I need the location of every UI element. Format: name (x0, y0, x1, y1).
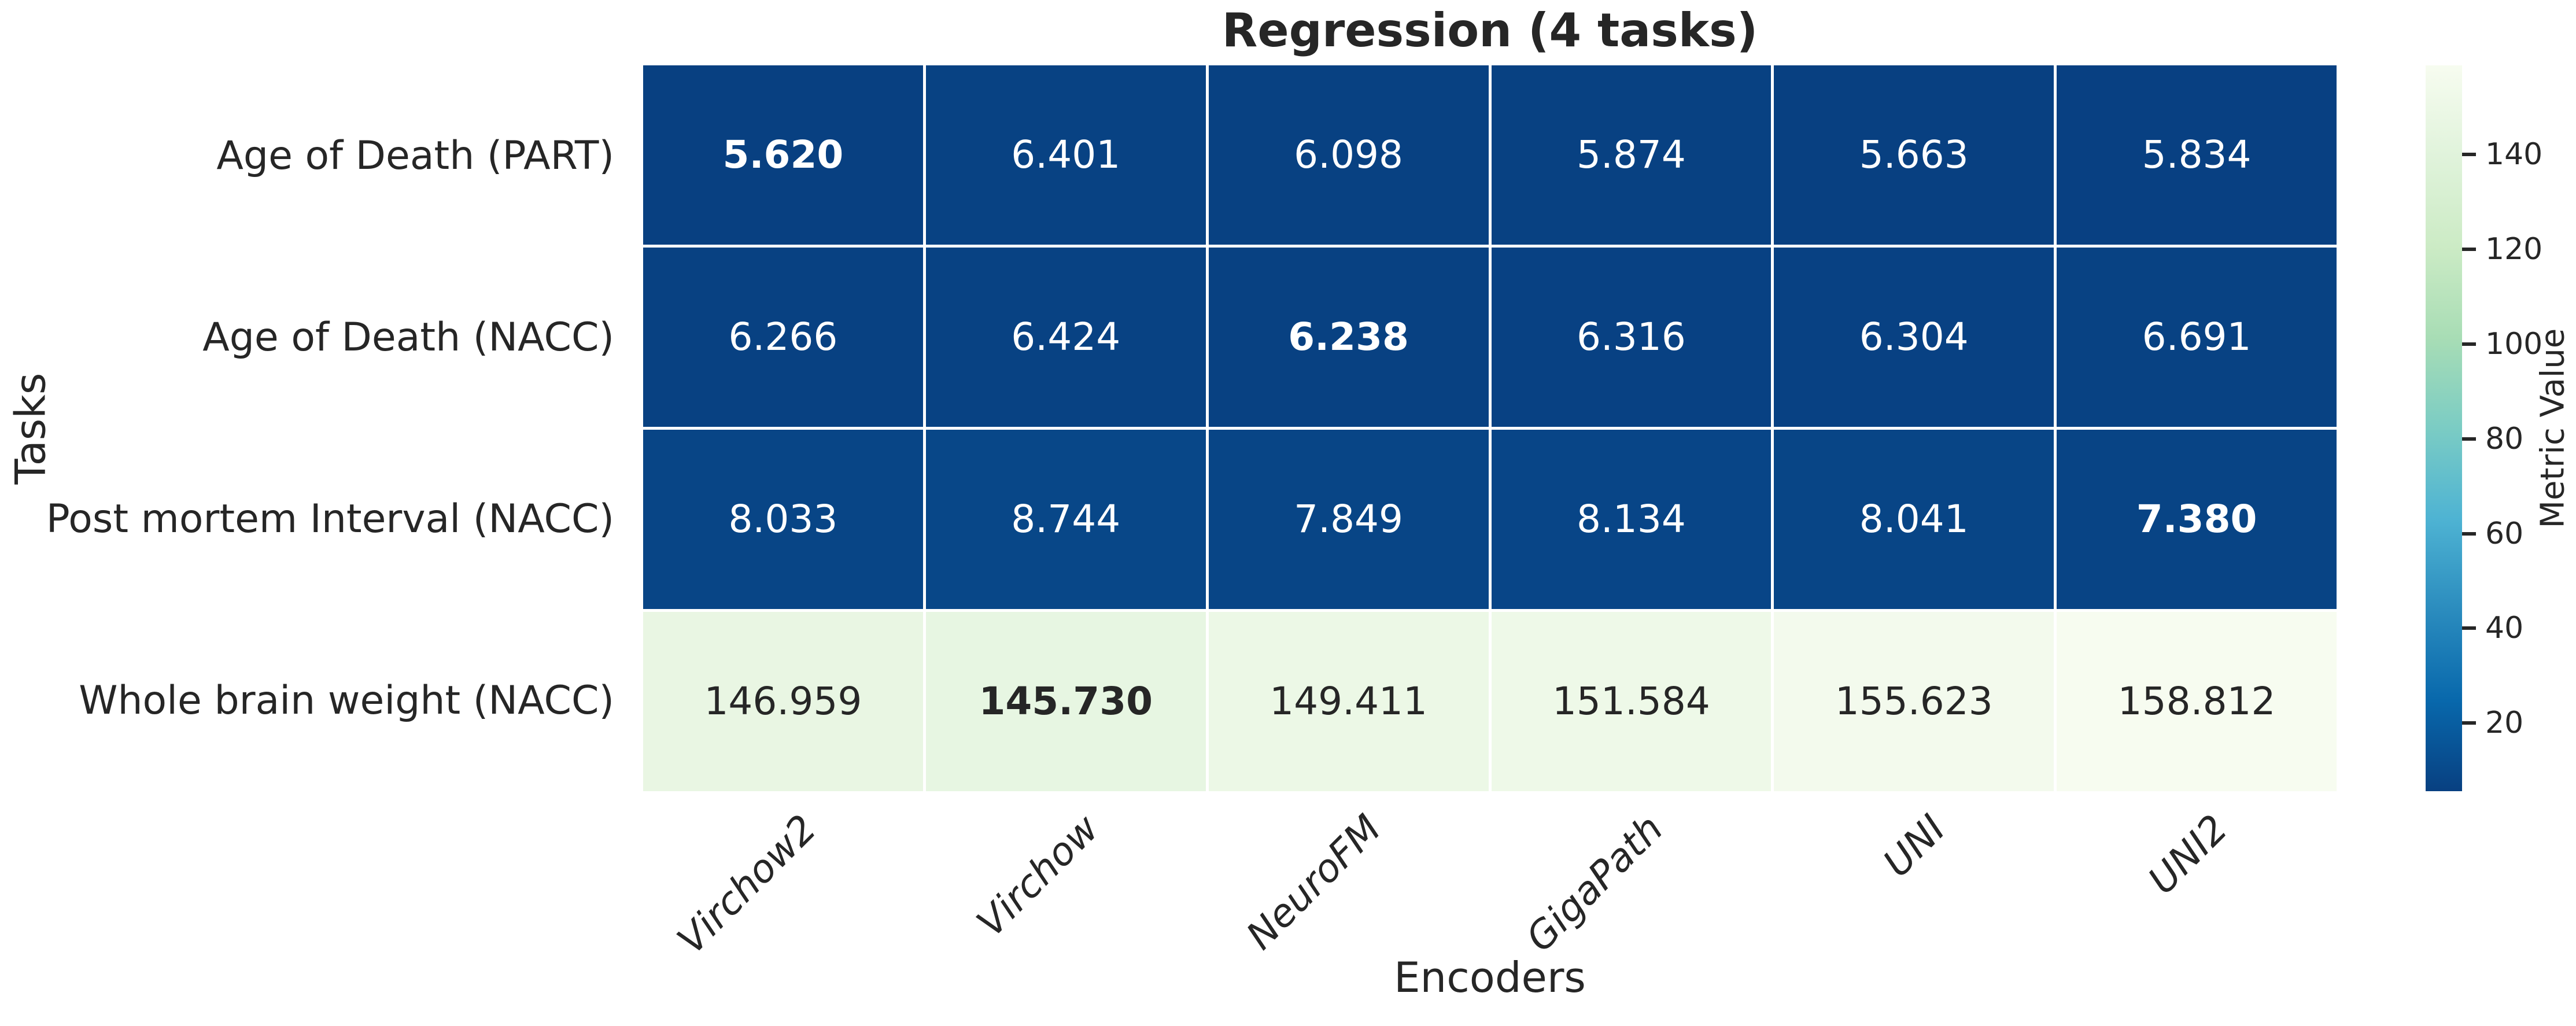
colorbar-tick-label: 20 (2485, 706, 2524, 741)
colorbar-tick-label: 140 (2485, 137, 2543, 172)
heatmap-cell: 6.401 (925, 65, 1206, 245)
heatmap-cell: 5.834 (2057, 65, 2337, 245)
colorbar-tick-mark (2462, 721, 2476, 725)
y-tick-label: Post mortem Interval (NACC) (46, 496, 614, 542)
colorbar-tick-label: 120 (2485, 231, 2543, 267)
heatmap-cell: 155.623 (1774, 612, 2054, 791)
colorbar-tick: 100 (2462, 329, 2542, 359)
heatmap-cell: 7.380 (2057, 430, 2337, 609)
x-tick-label: Virchow2 (669, 806, 825, 963)
colorbar-label-wrap: Metric Value (2530, 65, 2576, 791)
colorbar-tick-label: 80 (2485, 421, 2524, 456)
heatmap-cell: 6.304 (1774, 248, 2054, 427)
colorbar-tick-mark (2462, 626, 2476, 630)
colorbar-tick-mark (2462, 153, 2476, 157)
heatmap-cell: 145.730 (925, 612, 1206, 791)
y-tick-label: Whole brain weight (NACC) (79, 677, 614, 724)
colorbar-tick: 20 (2462, 708, 2523, 738)
x-tick-label: NeuroFM (1237, 806, 1390, 958)
heatmap-cell: 8.033 (643, 430, 923, 609)
chart-title: Regression (4 tasks) (1221, 3, 1758, 57)
colorbar-tick-mark (2462, 532, 2476, 536)
colorbar-tick-mark (2462, 342, 2476, 346)
heatmap-cell: 5.663 (1774, 65, 2054, 245)
colorbar-tick-mark (2462, 247, 2476, 251)
colorbar-label: Metric Value (2534, 328, 2572, 529)
x-tick-label: GigaPath (1518, 806, 1672, 961)
colorbar-tick: 60 (2462, 519, 2523, 549)
colorbar-tick-label: 100 (2485, 326, 2543, 361)
x-tick-label: UNI2 (2139, 806, 2237, 903)
colorbar-tick: 80 (2462, 424, 2523, 454)
heatmap-cell: 7.849 (1208, 430, 1489, 609)
colorbar-tick-mark (2462, 437, 2476, 441)
heatmap-cell: 146.959 (643, 612, 923, 791)
colorbar-tick: 140 (2462, 139, 2542, 169)
colorbar-tick: 120 (2462, 234, 2542, 264)
x-axis-label: Encoders (1394, 953, 1586, 1002)
heatmap-cell: 158.812 (2057, 612, 2337, 791)
heatmap-cell: 6.691 (2057, 248, 2337, 427)
heatmap-cell: 149.411 (1208, 612, 1489, 791)
heatmap-cell: 8.041 (1774, 430, 2054, 609)
heatmap-cell: 5.620 (643, 65, 923, 245)
y-tick-label: Age of Death (NACC) (202, 315, 614, 361)
colorbar-tick-label: 60 (2485, 516, 2524, 551)
y-tick-label: Age of Death (PART) (216, 133, 614, 179)
heatmap-cell: 6.098 (1208, 65, 1489, 245)
colorbar-ticks: 20 40 60 80 100 120 140 (2462, 65, 2576, 791)
x-tick-label: UNI (1874, 806, 1954, 886)
heatmap-cell: 5.874 (1491, 65, 1772, 245)
heatmap-cell: 6.424 (925, 248, 1206, 427)
heatmap-cell: 8.744 (925, 430, 1206, 609)
heatmap-cell: 8.134 (1491, 430, 1772, 609)
heatmap-cell: 151.584 (1491, 612, 1772, 791)
colorbar-gradient (2426, 65, 2462, 791)
heatmap-cell: 6.316 (1491, 248, 1772, 427)
heatmap-cell: 6.238 (1208, 248, 1489, 427)
heatmap-cell: 6.266 (643, 248, 923, 427)
colorbar-tick-label: 40 (2485, 611, 2524, 646)
x-tick-label: Virchow (968, 806, 1108, 946)
colorbar-tick: 40 (2462, 613, 2523, 643)
heatmap-grid: 5.620 6.401 6.098 5.874 5.663 5.834 6.266 6.424… (643, 65, 2337, 791)
y-axis-tick-labels: Age of Death (PART) Age of Death (NACC) Po… (0, 65, 629, 791)
